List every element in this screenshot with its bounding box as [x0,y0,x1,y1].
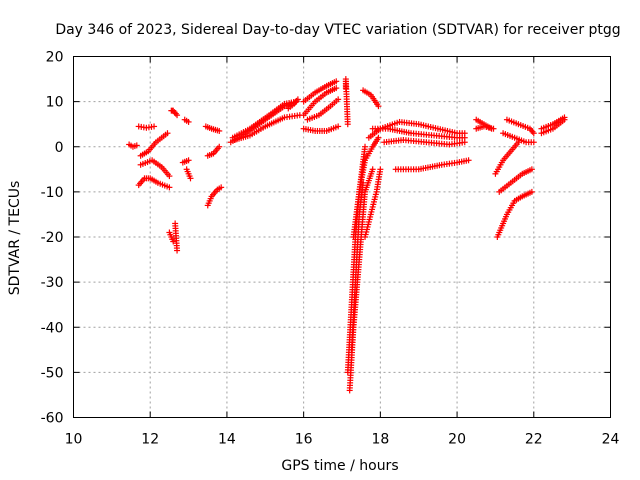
data-point [362,143,369,150]
x-tick-label: 22 [525,432,543,448]
data-point [561,114,568,121]
data-point [174,112,181,119]
data-point [375,134,382,141]
data-point [166,173,173,180]
data-point [185,157,192,164]
x-tick-label: 14 [218,432,236,448]
data-point [528,188,535,195]
x-tick-label: 20 [448,432,466,448]
y-tick-label: 0 [55,140,64,156]
y-tick-label: -50 [41,365,64,381]
y-tick-label: 20 [46,50,64,66]
y-tick-label: -60 [41,411,64,427]
y-tick-label: -30 [41,275,64,291]
data-points [126,76,568,394]
data-point [528,166,535,173]
grid-lines [73,56,611,418]
x-tick-label: 18 [371,432,389,448]
data-point [170,238,177,245]
data-point [216,127,223,134]
y-tick-label: 10 [46,95,64,111]
data-point [335,96,342,103]
x-axis-label: GPS time / hours [281,458,398,474]
data-point [515,139,522,146]
data-point [377,166,384,173]
y-tick-labels: 20 10 0 -10 -20 -30 -40 -50 -60 [41,50,64,427]
data-point [187,175,194,182]
data-point [133,142,140,149]
data-point [185,118,192,125]
y-tick-label: -10 [41,185,64,201]
data-point [335,123,342,130]
data-point [174,247,181,254]
x-tick-labels: 10 12 14 16 18 20 22 24 [65,432,620,448]
data-point [369,166,376,173]
data-point [333,85,340,92]
x-tick-label: 10 [65,432,83,448]
data-point [530,130,537,137]
data-point [218,184,225,191]
data-point [166,184,173,191]
x-tick-label: 12 [141,432,159,448]
plot-frame [73,56,611,418]
data-point [216,143,223,150]
data-point [344,121,351,128]
y-axis-label: SDTVAR / TECUs [7,181,23,296]
chart-title: Day 346 of 2023, Sidereal Day-to-day VTE… [55,22,620,38]
data-point [294,96,301,103]
data-point [151,123,158,130]
data-point [461,139,468,146]
data-point [530,139,537,146]
data-point [490,125,497,132]
y-tick-label: -20 [41,230,64,246]
x-tick-label: 24 [602,432,620,448]
data-point [333,78,340,85]
data-point [164,130,171,137]
y-tick-label: -40 [41,320,64,336]
data-point [465,157,472,164]
x-tick-label: 16 [295,432,313,448]
data-point [375,103,382,110]
